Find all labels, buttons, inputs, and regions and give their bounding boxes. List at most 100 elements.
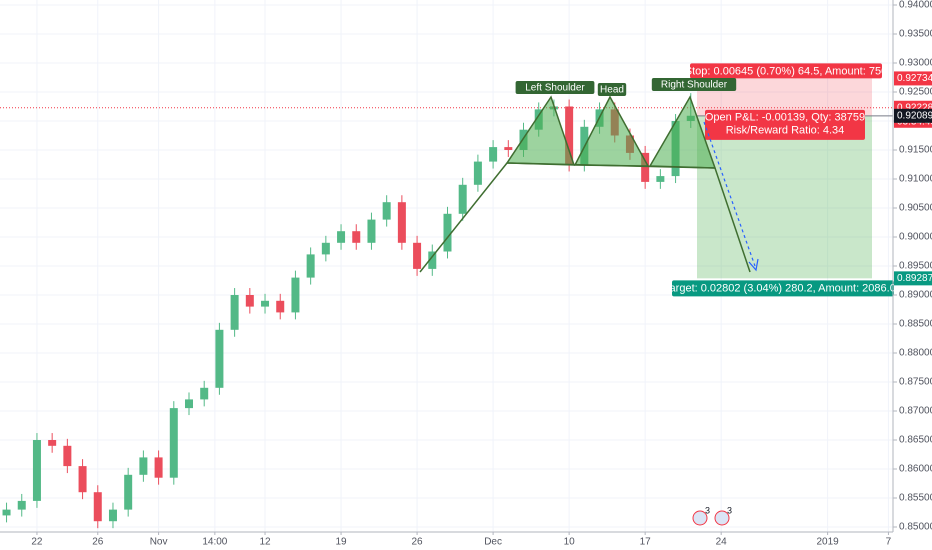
x-tick-label: 19 — [335, 537, 347, 548]
event-icon — [692, 510, 708, 526]
candle-body — [504, 147, 513, 150]
candle-body — [656, 176, 665, 182]
y-tick-label: 0.93000 — [899, 58, 932, 69]
y-tick-label: 0.88500 — [899, 319, 932, 330]
target-label: Target: 0.02802 (3.04%) 280.2, Amount: 2… — [664, 282, 902, 294]
x-tick-label: Nov — [150, 537, 168, 548]
candle-body — [245, 295, 254, 307]
candle-body — [641, 152, 650, 182]
target-price-box — [894, 271, 932, 286]
entry-price: 0.92089 — [897, 110, 932, 121]
y-tick-label: 0.93500 — [899, 29, 932, 40]
y-tick-label: 0.89500 — [899, 261, 932, 272]
y-tick-label: 0.94000 — [899, 0, 932, 11]
candle-body — [443, 213, 452, 252]
candle-body — [93, 492, 102, 522]
pattern-leg — [419, 162, 508, 273]
candle-body — [169, 408, 178, 478]
y-tick-label: 0.88000 — [899, 348, 932, 359]
event-icon — [714, 510, 730, 526]
y-tick-label: 0.87500 — [899, 377, 932, 388]
candle-body — [352, 231, 361, 243]
candle-body — [215, 329, 224, 388]
annotation-box — [515, 81, 595, 94]
annotations: Left Shoulder Head Right Shoulder 3 3 — [515, 78, 737, 526]
pnl-label-box — [705, 109, 865, 140]
event-count: 3 — [727, 505, 732, 515]
candle-body — [139, 457, 148, 475]
y-tick-label: 0.85500 — [899, 493, 932, 504]
pattern — [419, 95, 759, 273]
candle-body — [321, 242, 330, 255]
pnl-label: Open P&L: -0.00139, Qty: 38759 — [705, 112, 865, 124]
x-tick-label: 2019 — [816, 537, 839, 548]
candle-body — [261, 300, 270, 307]
candle-body — [124, 474, 133, 510]
stop-price-box — [894, 71, 932, 86]
candle-body — [291, 277, 300, 313]
y-tick-label: 0.87000 — [899, 406, 932, 417]
neckline — [506, 162, 716, 169]
candle-body — [2, 509, 11, 516]
last-price: 0.92228 — [897, 102, 932, 113]
y-tick-label: 0.90500 — [899, 203, 932, 214]
candle-body — [397, 202, 406, 243]
y-tick-label: 0.86000 — [899, 464, 932, 475]
y-tick-label: 0.85000 — [899, 522, 932, 533]
candle-body — [565, 106, 574, 165]
arrow-head — [748, 258, 759, 272]
candle-body — [48, 440, 57, 446]
x-tick-label: 26 — [412, 537, 424, 548]
y-tick-label: 0.90000 — [899, 232, 932, 243]
x-tick-label: Dec — [484, 537, 502, 548]
y-tick-label: 0.91500 — [899, 145, 932, 156]
candle-body — [306, 254, 315, 278]
candle-body — [108, 509, 117, 522]
x-tick-label: 7 — [886, 537, 892, 548]
rr-label: Risk/Reward Ratio: 4.34 — [726, 125, 845, 137]
y-tick-label: 0.89000 — [899, 290, 932, 301]
candle-body — [230, 295, 239, 330]
pattern-leg — [714, 167, 751, 273]
candle-body — [458, 184, 467, 214]
stop-label: Stop: 0.00645 (0.70%) 64.5, Amount: 750 — [685, 65, 887, 77]
candle-body — [154, 457, 163, 478]
stop-label-box — [690, 63, 882, 79]
x-tick-label: 12 — [259, 537, 271, 548]
candle-body — [32, 440, 41, 501]
event-count: 3 — [705, 505, 710, 515]
x-tick-label: 24 — [716, 537, 728, 548]
x-tick-label: 22 — [31, 537, 43, 548]
stop-price: 0.92734 — [897, 73, 932, 84]
candle-body — [489, 147, 498, 162]
annotation: Right Shoulder — [661, 80, 728, 91]
candle-body — [78, 466, 87, 493]
annotation-box — [597, 83, 627, 96]
x-tick-label: 17 — [640, 537, 652, 548]
x-tick-label: 14:00 — [202, 537, 227, 548]
position-tool: Stop: 0.00645 (0.70%) 64.5, Amount: 750 O… — [0, 63, 902, 297]
candle-body — [276, 300, 285, 313]
projection-arrow — [703, 121, 756, 267]
x-tick-label: 10 — [564, 537, 576, 548]
candle-body — [17, 500, 26, 510]
target-label-box — [672, 280, 894, 297]
candle-body — [413, 242, 422, 269]
target-zone — [697, 115, 872, 279]
candle-body — [200, 387, 209, 400]
axes: 0.85000 0.85500 0.86000 0.86500 0.87000 0.875… — [31, 0, 932, 548]
candle-body — [337, 231, 346, 243]
entry-price-box — [894, 108, 932, 123]
candle-body — [63, 445, 72, 467]
candle-body — [185, 399, 194, 409]
y-tick-label: 0.91000 — [899, 174, 932, 185]
y-tick-label: 0.92500 — [899, 87, 932, 98]
annotation: Left Shoulder — [525, 83, 585, 94]
candle-body — [367, 219, 376, 243]
annotation-box — [651, 78, 737, 91]
annotation: Head — [600, 85, 624, 96]
candle-body — [428, 251, 437, 269]
candle-body — [473, 161, 482, 185]
target-price: 0.89287 — [897, 273, 932, 284]
